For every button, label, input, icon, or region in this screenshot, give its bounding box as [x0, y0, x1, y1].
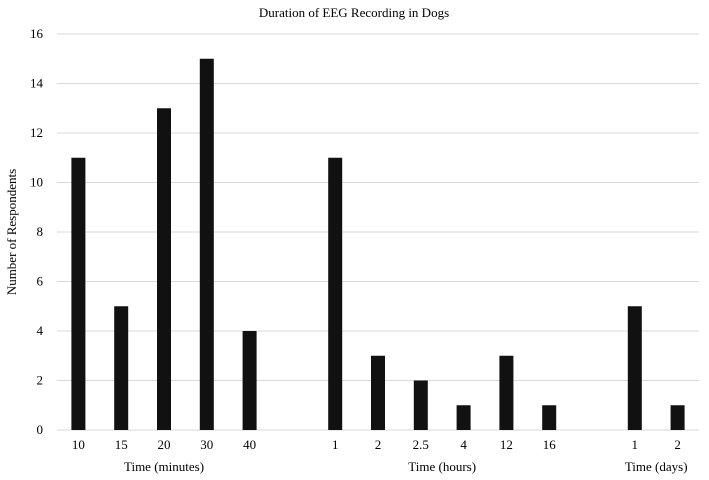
bars — [71, 58, 685, 430]
bar — [71, 157, 86, 430]
group-label: Time (days) — [625, 459, 688, 474]
y-tick-label: 0 — [37, 422, 44, 437]
bar — [499, 355, 514, 430]
x-tick-label: 40 — [243, 437, 256, 452]
group-label: Time (minutes) — [124, 459, 204, 474]
bar — [242, 331, 257, 430]
bar — [413, 380, 428, 430]
x-tick-label: 12 — [500, 437, 513, 452]
y-tick-label: 14 — [30, 76, 44, 91]
y-axis-label: Number of Respondents — [4, 169, 19, 295]
x-tick-label: 2.5 — [413, 437, 429, 452]
bar — [157, 108, 171, 430]
x-tick-label: 4 — [460, 437, 467, 452]
y-tick-label: 8 — [37, 224, 44, 239]
x-tick-label: 1 — [332, 437, 339, 452]
y-tick-label: 2 — [37, 373, 44, 388]
group-labels: Time (minutes) Time (hours) Time (days) — [124, 459, 688, 474]
bar — [456, 405, 471, 430]
x-tick-label: 2 — [674, 437, 681, 452]
y-tick-label: 6 — [37, 274, 44, 289]
chart-title: Duration of EEG Recording in Dogs — [259, 5, 449, 20]
y-tick-label: 10 — [30, 175, 43, 190]
bar — [114, 306, 129, 430]
y-tick-labels: 0 2 4 6 8 10 12 14 16 — [30, 26, 44, 437]
group-label: Time (hours) — [408, 459, 476, 474]
x-tick-label: 16 — [543, 437, 557, 452]
x-tick-label: 20 — [158, 437, 171, 452]
bar — [328, 157, 343, 430]
y-tick-label: 16 — [30, 26, 44, 41]
x-tick-label: 15 — [115, 437, 128, 452]
y-tick-label: 12 — [30, 125, 43, 140]
bar — [627, 306, 642, 430]
bar — [542, 405, 557, 430]
y-tick-label: 4 — [37, 323, 44, 338]
bar — [199, 58, 214, 430]
bar — [670, 405, 685, 430]
x-tick-labels: 10 15 20 30 40 1 2 2.5 4 12 16 1 2 — [72, 437, 681, 452]
bar — [371, 355, 385, 430]
x-tick-label: 2 — [375, 437, 382, 452]
x-tick-label: 1 — [632, 437, 639, 452]
x-tick-label: 30 — [200, 437, 213, 452]
x-tick-label: 10 — [72, 437, 85, 452]
